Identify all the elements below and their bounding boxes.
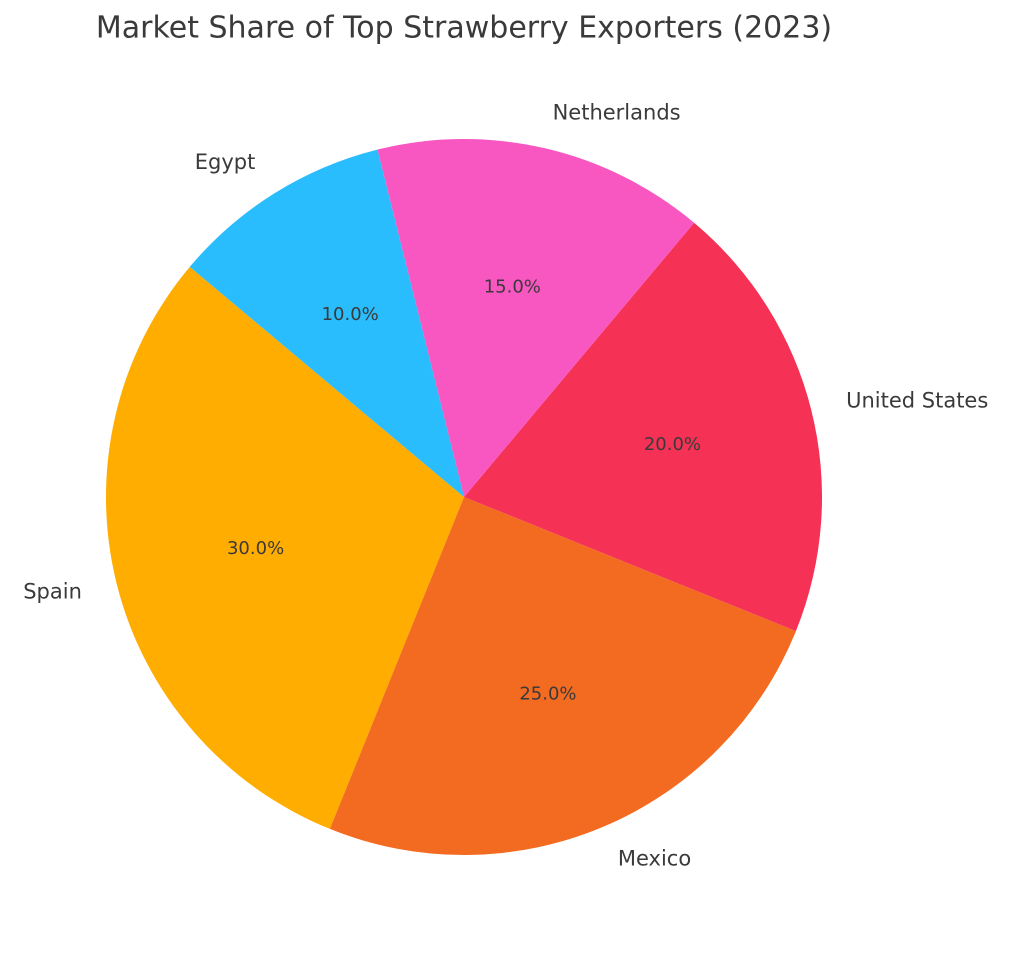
slice-value-label: 10.0% [322,304,379,325]
slice-value-label: 25.0% [519,684,576,705]
pie-slice [377,138,695,497]
pie-slice [189,149,464,497]
slice-value-label: 20.0% [644,434,701,455]
pie-slice [329,497,796,855]
slice-value-label: 30.0% [227,538,284,559]
slice-value-label: 15.0% [484,277,541,298]
slice-label: Egypt [195,150,256,174]
slice-label: Mexico [618,846,691,870]
slice-label: Netherlands [553,100,681,124]
pie-slice [464,222,822,632]
slice-label: Spain [23,579,82,603]
slice-label: United States [846,389,988,413]
chart-title: Market Share of Top Strawberry Exporters… [96,11,832,46]
pie-slice [106,266,464,829]
